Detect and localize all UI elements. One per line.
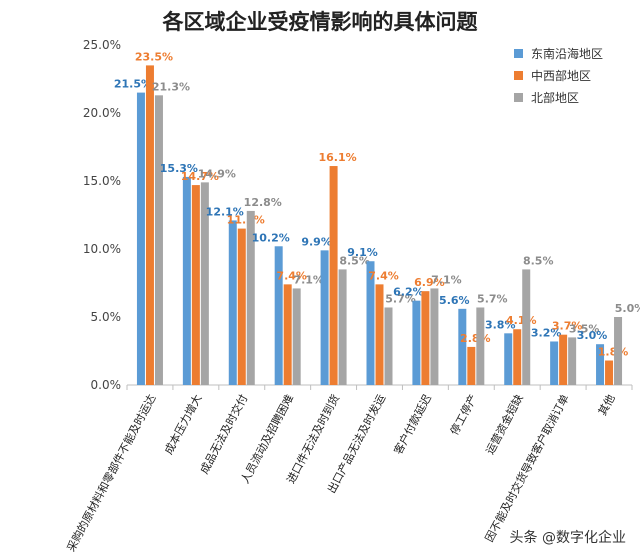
bar-1 [421, 291, 430, 385]
data-label: 5.0% [615, 302, 640, 315]
bar-1 [283, 284, 292, 385]
bar-2 [246, 210, 255, 385]
bar-0 [550, 341, 559, 385]
data-label: 3.5% [569, 322, 600, 335]
data-label: 15.3% [160, 162, 198, 175]
data-label: 11.5% [227, 214, 265, 227]
bar-2 [200, 182, 209, 385]
bar-1 [237, 228, 246, 385]
legend-label-north: 北部地区 [531, 90, 580, 105]
data-label: 9.1% [347, 246, 378, 259]
data-label: 3.7% [552, 320, 583, 333]
bar-2 [292, 288, 301, 385]
bar-1 [191, 185, 200, 385]
legend-swatch-central-west [514, 70, 523, 80]
legend-item-southeast: 东南沿海地区 [514, 42, 603, 64]
chart-title: 各区域企业受疫情影响的具体问题 [162, 10, 478, 34]
data-label: 21.5% [114, 78, 152, 91]
legend-label-southeast: 东南沿海地区 [531, 46, 604, 61]
data-label: 4.1% [506, 314, 537, 327]
bar-1 [605, 360, 614, 385]
x-tick-label: 停工停产 [447, 392, 480, 437]
bar-2 [476, 307, 485, 385]
data-label: 3.2% [531, 326, 562, 339]
data-label: 5.7% [477, 292, 508, 305]
legend-item-north: 北部地区 [514, 86, 603, 108]
data-label: 7.1% [293, 273, 324, 286]
bar-2 [384, 307, 393, 385]
x-tick-label: 客户付款延迟 [391, 392, 434, 457]
bar-0 [412, 300, 421, 385]
data-label: 7.4% [276, 269, 307, 282]
data-label: 3.8% [485, 318, 516, 331]
bar-0 [320, 250, 329, 385]
y-tick-label: 20.0% [83, 106, 121, 120]
y-tick-label: 0.0% [91, 378, 122, 392]
data-label: 7.4% [368, 269, 399, 282]
legend: 东南沿海地区 中西部地区 北部地区 [514, 42, 603, 108]
watermark: 头条 @数字化企业 [509, 530, 626, 546]
x-tick-label: 采购的原材料和零部件不能及时运达 [64, 392, 159, 553]
legend-swatch-southeast [514, 48, 523, 58]
y-tick-label: 5.0% [91, 310, 122, 324]
bar-2 [430, 288, 439, 385]
bar-1 [513, 329, 522, 385]
data-label: 1.8% [598, 346, 629, 359]
data-label: 6.2% [393, 286, 424, 299]
data-label: 8.5% [339, 254, 370, 267]
legend-item-central-west: 中西部地区 [514, 64, 603, 86]
bar-0 [596, 344, 605, 385]
x-tick-label: 成本压力增大 [161, 392, 204, 457]
bar-0 [366, 261, 375, 385]
x-tick-label: 因不能及时交货导致客户取消订单 [482, 392, 572, 544]
bar-2 [522, 269, 531, 385]
data-label: 5.6% [439, 294, 470, 307]
bar-2 [338, 269, 347, 385]
data-label: 6.9% [414, 276, 445, 289]
data-label: 21.3% [152, 80, 190, 93]
data-label: 10.2% [252, 231, 290, 244]
x-tick-label: 其他 [596, 392, 618, 418]
x-tick-label: 运营资金短缺 [483, 392, 526, 457]
legend-swatch-north [514, 92, 523, 102]
y-tick-label: 10.0% [83, 242, 121, 256]
bar-0 [458, 308, 467, 385]
bar-1 [145, 65, 154, 386]
y-tick-label: 15.0% [83, 174, 121, 188]
data-label: 14.9% [198, 167, 236, 180]
bar-0 [228, 220, 237, 385]
data-label: 3.0% [577, 329, 608, 342]
bar-1 [467, 346, 476, 385]
bar-2 [568, 337, 577, 385]
data-label: 12.1% [206, 205, 244, 218]
data-label: 2.8% [460, 332, 491, 345]
data-label: 14.7% [181, 170, 219, 183]
bar-0 [182, 176, 191, 385]
bar-2 [614, 317, 623, 385]
legend-label-central-west: 中西部地区 [531, 68, 592, 83]
data-label: 12.8% [244, 196, 282, 209]
data-label: 9.9% [301, 235, 332, 248]
data-label: 7.1% [431, 273, 462, 286]
bar-0 [136, 92, 145, 385]
data-label: 5.7% [385, 292, 416, 305]
bar-1 [559, 334, 568, 385]
bar-0 [274, 246, 283, 385]
bar-1 [329, 166, 338, 385]
x-tick-label: 成品无法及时交付 [197, 392, 251, 476]
data-label: 8.5% [523, 254, 554, 267]
data-label: 16.1% [319, 151, 357, 164]
bar-2 [154, 95, 163, 385]
y-tick-label: 25.0% [83, 38, 121, 52]
bar-1 [375, 284, 384, 385]
data-label: 23.5% [135, 50, 173, 63]
bar-0 [504, 333, 513, 385]
